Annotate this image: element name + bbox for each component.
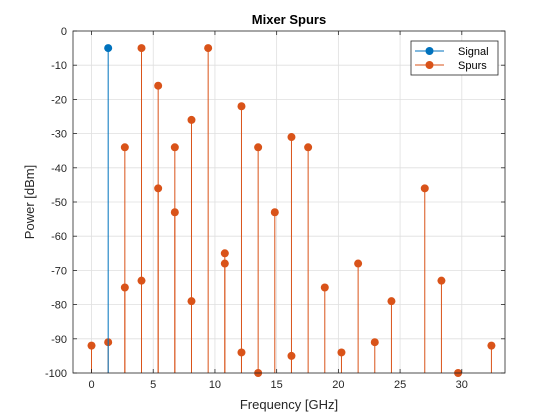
legend-spurs-marker [425, 61, 434, 69]
signal-stem-marker [104, 44, 113, 53]
spurs-stem-marker [420, 184, 429, 193]
y-tick-label: -30 [51, 129, 67, 141]
spurs-stem-marker [354, 259, 363, 268]
spurs-stem-marker [204, 44, 213, 53]
spurs-stem-marker [187, 297, 196, 306]
y-tick-label: -60 [51, 231, 67, 243]
x-tick-label: 5 [150, 379, 156, 391]
spurs-stem-marker [220, 249, 229, 258]
y-tick-label: -20 [51, 94, 67, 106]
spurs-stem-marker [437, 276, 446, 285]
spurs-stem-marker [270, 208, 279, 217]
y-tick-label: -40 [51, 163, 67, 175]
spurs-stem-marker [170, 143, 179, 152]
x-tick-label: 0 [88, 379, 94, 391]
legend-box [410, 40, 499, 76]
legend-signal-marker [425, 47, 434, 55]
spurs-stem-marker [387, 297, 396, 306]
spurs-stem-marker [220, 259, 229, 268]
stem-marks [87, 44, 496, 377]
x-tick-label: 15 [271, 379, 283, 391]
spurs-stem-marker [370, 338, 379, 347]
spurs-stem-marker [287, 351, 296, 360]
x-tick-label: 30 [456, 379, 468, 391]
x-axis-label: Frequency [GHz] [240, 397, 338, 412]
spurs-stem-marker [87, 341, 96, 350]
spurs-stem-marker [187, 115, 196, 124]
spurs-stem-marker [137, 44, 146, 53]
legend: Signal Spurs [410, 40, 499, 76]
spurs-stem-marker [120, 143, 129, 152]
spurs-stem-marker [237, 102, 246, 111]
x-tick-label: 10 [209, 379, 221, 391]
spurs-stem-marker [154, 184, 163, 193]
spurs-stem-marker [320, 283, 329, 292]
y-tick-label: -100 [45, 368, 67, 380]
y-tick-label: -50 [51, 197, 67, 209]
spurs-stem-marker [237, 348, 246, 357]
spurs-stem-marker [254, 143, 263, 152]
y-axis-label: Power [dBm] [22, 165, 37, 239]
x-tick-label: 25 [394, 379, 406, 391]
spurs-stem-marker [304, 143, 313, 152]
legend-spurs-label: Spurs [458, 60, 487, 72]
y-tick-label: -80 [51, 300, 67, 312]
spurs-stem-marker [287, 133, 296, 142]
spurs-stem-marker [170, 208, 179, 217]
spurs-stem-marker [487, 341, 496, 350]
x-tick-label: 20 [332, 379, 344, 391]
y-tick-label: -10 [51, 60, 67, 72]
spurs-stem-marker [154, 81, 163, 90]
y-tick-label: -90 [51, 334, 67, 346]
chart-title: Mixer Spurs [252, 12, 326, 27]
y-tick-label: 0 [61, 26, 67, 38]
spurs-stem-marker [337, 348, 346, 357]
spurs-stem-marker [120, 283, 129, 292]
y-tick-label: -70 [51, 265, 67, 277]
spurs-stem-marker [137, 276, 146, 285]
legend-signal-label: Signal [458, 46, 489, 58]
axis-ticks: 0 5 10 15 20 25 30 0 -10 -20 -30 -40 -50 -60 -70 -80 -90… [45, 26, 505, 391]
